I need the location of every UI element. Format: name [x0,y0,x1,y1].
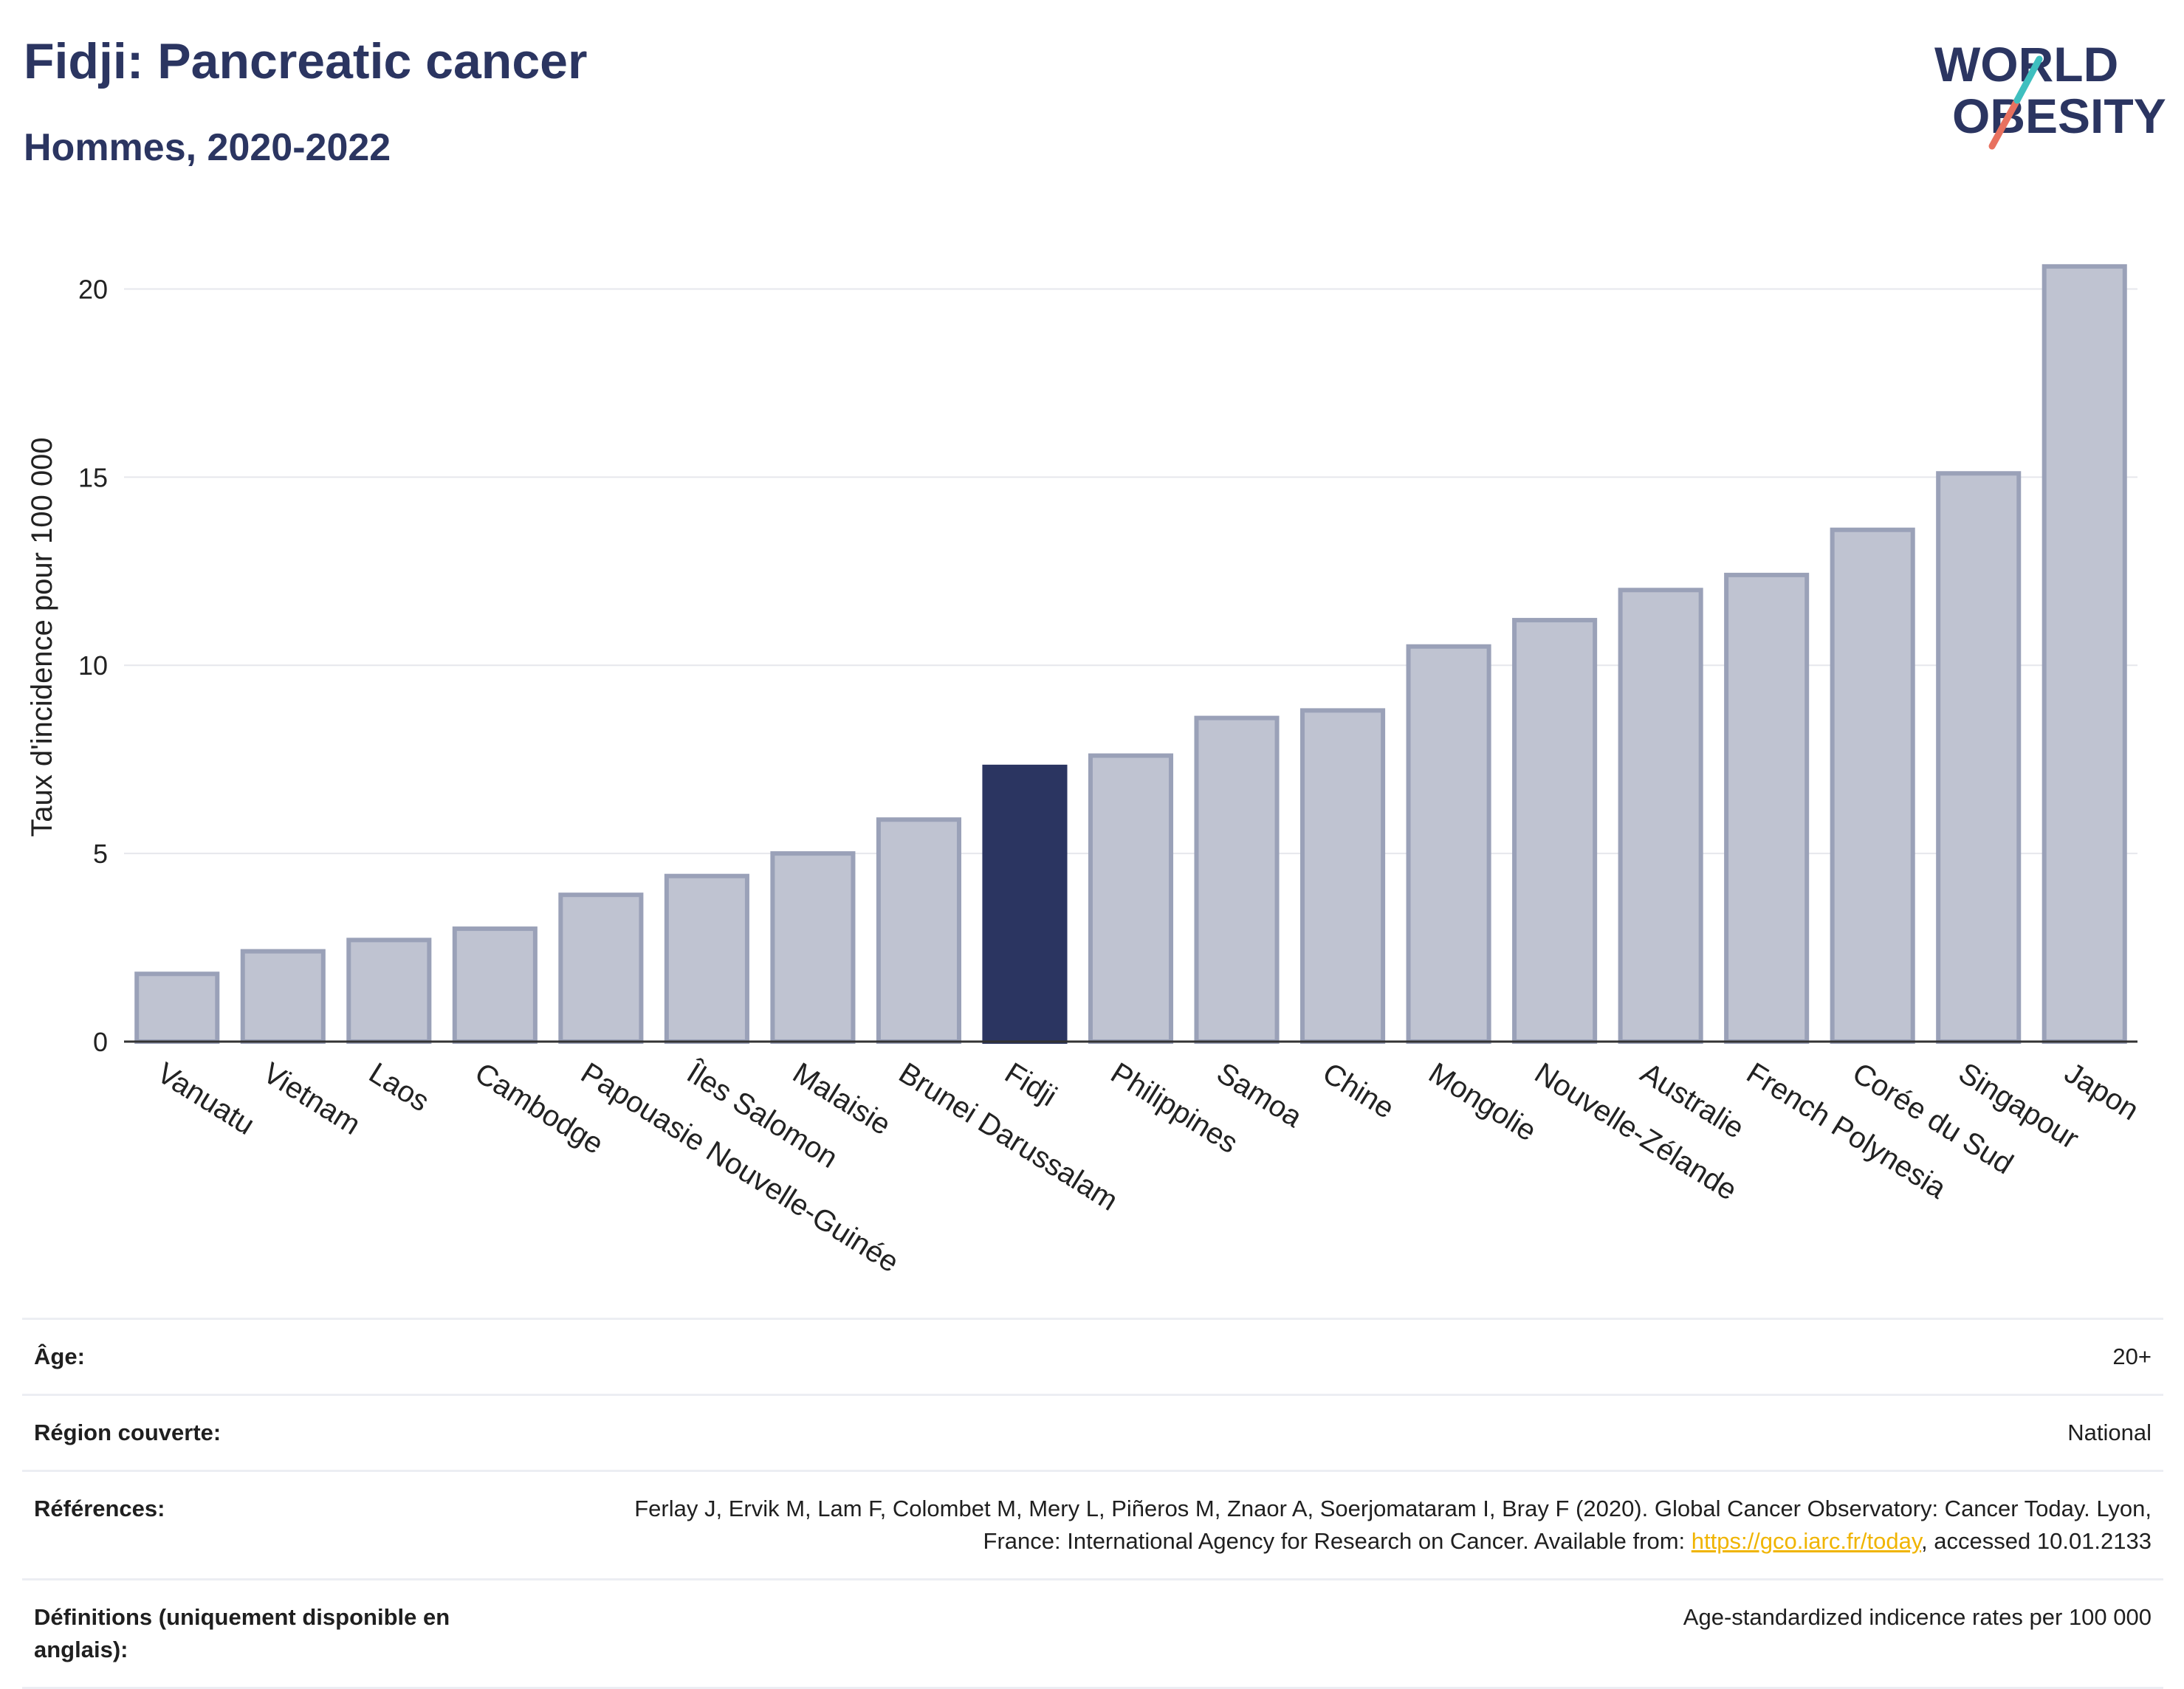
references-text: Ferlay J, Ervik M, Lam F, Colombet M, Me… [634,1496,2152,1554]
bar [2042,264,2127,1045]
y-tick-label: 0 [93,1027,108,1057]
y-tick-label: 20 [78,274,108,304]
definitions-value: Age-standardized indicence rates per 100… [1683,1604,2152,1630]
bar [1194,715,1280,1044]
references-suffix: , accessed 10.01.2133 [1921,1528,2152,1554]
bar [982,764,1068,1044]
bar [240,949,326,1044]
info-row-references: Références: Ferlay J, Ervik M, Lam F, Co… [22,1470,2163,1578]
bar [1724,572,1810,1044]
bar [1406,644,1491,1044]
chart-title: Fidji: Pancreatic cancer [24,33,588,89]
y-tick-label: 10 [78,650,108,681]
bar [664,873,749,1044]
x-tick-label: Chine [1317,1056,1400,1125]
age-value: 20+ [2112,1344,2152,1369]
bar-chart: 0 5 10 15 20 Taux d'incidence pour 100 000 Van… [26,264,2144,1279]
bar [452,926,538,1045]
references-value: Ferlay J, Ervik M, Lam F, Colombet M, Me… [564,1493,2152,1558]
x-tick-label: Vietnam [258,1056,366,1141]
bar [1936,471,2022,1044]
x-tick-label: Japon [2058,1056,2144,1126]
references-link[interactable]: https://gco.iarc.fr/today [1691,1528,1922,1554]
y-tick-label: 15 [78,462,108,492]
chart-subtitle: Hommes, 2020-2022 [24,126,391,169]
info-table: Âge: 20+ Région couverte: National Référ… [22,1318,2163,1689]
bar [346,938,432,1044]
x-tick-label: Fidji [999,1056,1062,1112]
x-tick-label: Vanuatu [151,1056,260,1141]
y-tick-label: 5 [93,839,108,869]
x-tick-label: French Polynesia [1741,1056,1952,1205]
age-label: Âge: [34,1344,85,1369]
info-row-age: Âge: 20+ [22,1318,2163,1394]
region-value: National [2067,1420,2152,1445]
bar [1088,753,1174,1044]
bar [1618,588,1703,1044]
info-row-definitions: Définitions (uniquement disponible en an… [22,1578,2163,1689]
world-obesity-logo: WORLD OBESITY [1934,37,2166,150]
y-axis-label: Taux d'incidence pour 100 000 [26,437,58,836]
bar [770,851,856,1045]
region-label: Région couverte: [34,1420,222,1445]
bar [1512,618,1598,1044]
bar [134,971,220,1044]
bar [1300,708,1386,1044]
bar [1830,527,1915,1044]
svg-text:OBESITY: OBESITY [1952,89,2166,143]
info-row-region: Région couverte: National [22,1394,2163,1470]
x-tick-label: Mongolie [1423,1056,1542,1147]
definitions-label: Définitions (uniquement disponible en an… [34,1604,450,1662]
bar [558,892,644,1044]
references-label: Références: [34,1496,165,1521]
bar [876,817,961,1044]
x-tick-label: Laos [363,1056,435,1118]
x-tick-label: Nouvelle-Zélande [1529,1056,1742,1206]
